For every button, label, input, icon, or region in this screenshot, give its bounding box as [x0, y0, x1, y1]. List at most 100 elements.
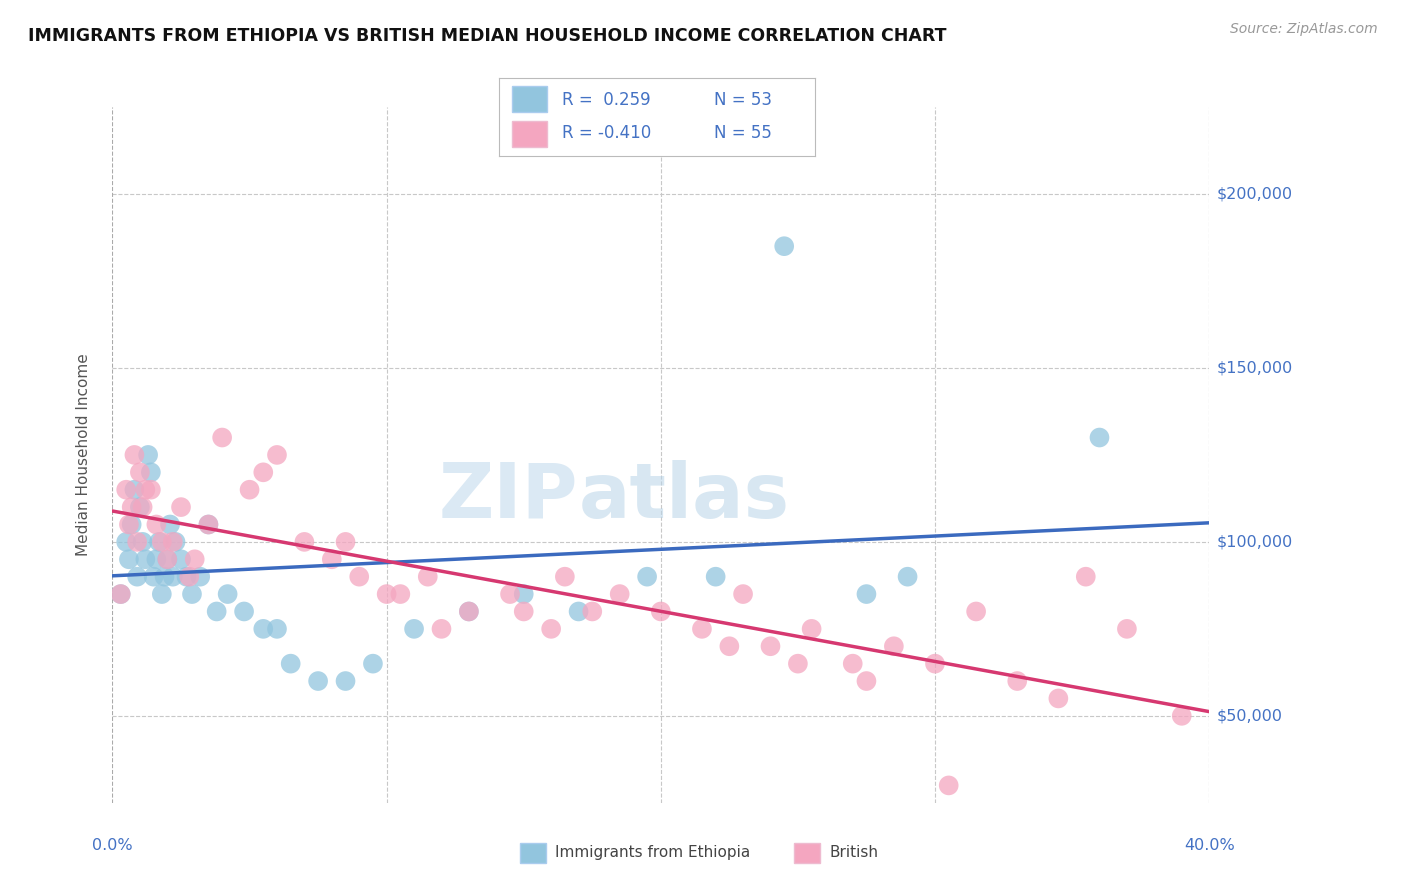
Point	[159, 517, 181, 532]
Point	[145, 552, 167, 566]
Point	[136, 448, 159, 462]
Text: R =  0.259: R = 0.259	[562, 91, 651, 109]
Point	[110, 587, 132, 601]
Point	[855, 674, 877, 689]
Point	[127, 534, 149, 549]
Point	[897, 569, 920, 583]
Point	[124, 448, 146, 462]
Point	[1047, 691, 1070, 706]
Point	[129, 500, 152, 514]
Point	[170, 552, 193, 566]
Point	[115, 534, 138, 549]
Point	[134, 483, 156, 497]
Point	[458, 605, 481, 619]
Point	[349, 569, 371, 583]
Text: $50,000: $50,000	[1216, 708, 1282, 723]
Point	[513, 605, 536, 619]
Point	[733, 587, 755, 601]
Point	[773, 239, 796, 253]
Point	[162, 569, 184, 583]
Point	[139, 466, 162, 480]
Y-axis label: Median Household Income: Median Household Income	[76, 353, 91, 557]
Point	[118, 517, 141, 532]
Point	[115, 483, 138, 497]
Text: 40.0%: 40.0%	[1184, 838, 1234, 854]
Text: Immigrants from Ethiopia: Immigrants from Ethiopia	[555, 846, 751, 860]
Point	[292, 534, 315, 549]
Point	[759, 639, 782, 653]
Point	[965, 605, 987, 619]
Point	[1116, 622, 1139, 636]
Point	[266, 622, 288, 636]
Point	[162, 534, 184, 549]
Point	[188, 569, 211, 583]
FancyBboxPatch shape	[512, 87, 547, 112]
Point	[145, 517, 167, 532]
Text: atlas: atlas	[579, 459, 790, 533]
Point	[156, 552, 179, 566]
Point	[1007, 674, 1029, 689]
Point	[499, 587, 522, 601]
Point	[416, 569, 439, 583]
Point	[609, 587, 631, 601]
Point	[233, 605, 256, 619]
Point	[153, 569, 176, 583]
Text: $150,000: $150,000	[1216, 360, 1292, 376]
Point	[121, 500, 143, 514]
Point	[335, 674, 357, 689]
Point	[513, 587, 536, 601]
Point	[1074, 569, 1097, 583]
Text: ZIP: ZIP	[439, 459, 579, 533]
Point	[179, 569, 201, 583]
Point	[718, 639, 741, 653]
Text: British: British	[830, 846, 879, 860]
Point	[134, 552, 156, 566]
Point	[197, 517, 219, 532]
Point	[924, 657, 946, 671]
Point	[568, 605, 591, 619]
Point	[131, 500, 153, 514]
Point	[307, 674, 329, 689]
Point	[148, 534, 170, 549]
Point	[131, 534, 153, 549]
Point	[252, 622, 274, 636]
Point	[787, 657, 810, 671]
Point	[170, 500, 193, 514]
Point	[110, 587, 132, 601]
Point	[127, 569, 149, 583]
Point	[165, 534, 187, 549]
Point	[800, 622, 823, 636]
Point	[581, 605, 603, 619]
Point	[389, 587, 412, 601]
Text: R = -0.410: R = -0.410	[562, 124, 651, 143]
Point	[540, 622, 562, 636]
Point	[361, 657, 384, 671]
Point	[181, 587, 204, 601]
Point	[430, 622, 453, 636]
Point	[883, 639, 905, 653]
Point	[183, 552, 207, 566]
Point	[252, 466, 274, 480]
Point	[124, 483, 146, 497]
Point	[121, 517, 143, 532]
Text: Source: ZipAtlas.com: Source: ZipAtlas.com	[1230, 22, 1378, 37]
Point	[205, 605, 228, 619]
Text: N = 55: N = 55	[714, 124, 772, 143]
Point	[375, 587, 398, 601]
Point	[335, 534, 357, 549]
Point	[690, 622, 713, 636]
Point	[150, 587, 173, 601]
Point	[1088, 430, 1111, 444]
Text: IMMIGRANTS FROM ETHIOPIA VS BRITISH MEDIAN HOUSEHOLD INCOME CORRELATION CHART: IMMIGRANTS FROM ETHIOPIA VS BRITISH MEDI…	[28, 27, 946, 45]
Point	[404, 622, 426, 636]
Point	[129, 466, 152, 480]
Point	[150, 534, 173, 549]
Point	[841, 657, 863, 671]
Point	[554, 569, 576, 583]
Point	[280, 657, 302, 671]
Text: 0.0%: 0.0%	[93, 838, 132, 854]
Point	[704, 569, 727, 583]
Text: $100,000: $100,000	[1216, 534, 1292, 549]
Point	[139, 483, 162, 497]
Point	[650, 605, 672, 619]
